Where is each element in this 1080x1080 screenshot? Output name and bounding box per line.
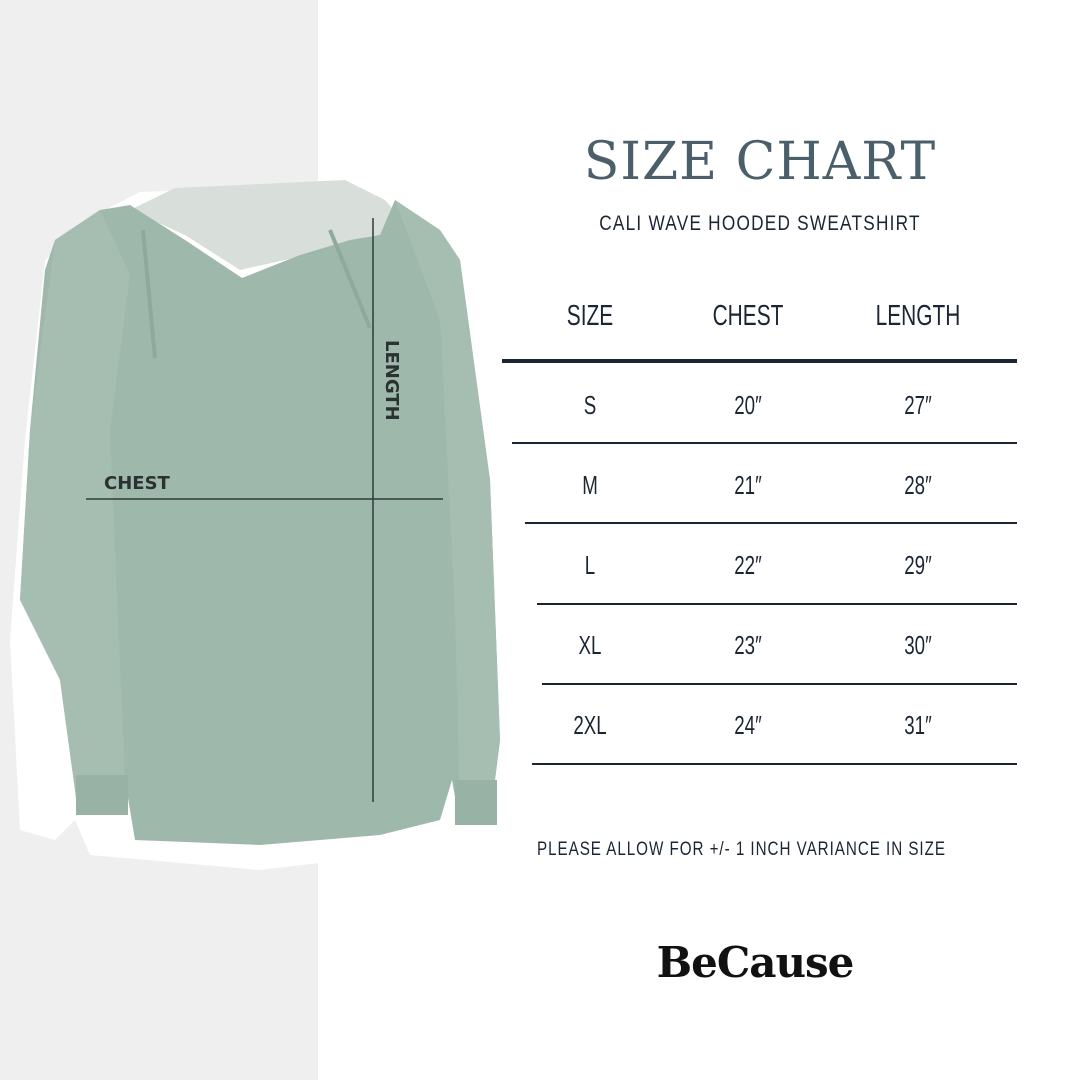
length-cell: 27″ bbox=[904, 390, 932, 420]
brand-logo: BeCause bbox=[656, 938, 855, 987]
page-title: SIZE CHART bbox=[583, 132, 937, 192]
length-cell: 31″ bbox=[904, 710, 932, 740]
drawstring bbox=[141, 229, 157, 359]
header-divider bbox=[502, 359, 1017, 363]
drawstring bbox=[328, 229, 372, 329]
length-cell: 29″ bbox=[904, 550, 932, 580]
product-name: CALI WAVE HOODED SWEATSHIRT bbox=[599, 212, 921, 235]
size-cell: S bbox=[583, 390, 597, 420]
variance-note: PLEASE ALLOW FOR +/- 1 INCH VARIANCE IN … bbox=[537, 839, 946, 860]
column-header-chest: CHEST bbox=[712, 300, 784, 332]
chest-cell: 21″ bbox=[734, 470, 762, 500]
right-sleeve bbox=[395, 200, 500, 825]
column-header-length: LENGTH bbox=[875, 300, 961, 332]
length-label: LENGTH bbox=[381, 340, 402, 421]
size-cell: L bbox=[584, 550, 596, 580]
row-divider bbox=[542, 683, 1017, 685]
size-cell: 2XL bbox=[573, 710, 607, 740]
length-cell: 28″ bbox=[904, 470, 932, 500]
chest-cell: 24″ bbox=[734, 710, 762, 740]
column-header-size: SIZE bbox=[566, 300, 614, 332]
hoodie-diagram: CHEST LENGTH bbox=[10, 180, 515, 870]
length-cell: 30″ bbox=[904, 630, 932, 660]
chest-cell: 22″ bbox=[734, 550, 762, 580]
row-divider bbox=[525, 522, 1017, 524]
row-divider bbox=[532, 763, 1017, 765]
row-divider bbox=[537, 603, 1017, 605]
size-cell: XL bbox=[578, 630, 602, 660]
left-sleeve bbox=[20, 210, 130, 815]
size-cell: M bbox=[582, 470, 598, 500]
left-cuff bbox=[76, 775, 128, 815]
chest-cell: 23″ bbox=[734, 630, 762, 660]
chest-label: CHEST bbox=[104, 473, 171, 494]
right-cuff bbox=[455, 780, 497, 825]
row-divider bbox=[512, 442, 1017, 444]
chest-cell: 20″ bbox=[734, 390, 762, 420]
hoodie-body bbox=[20, 200, 500, 845]
